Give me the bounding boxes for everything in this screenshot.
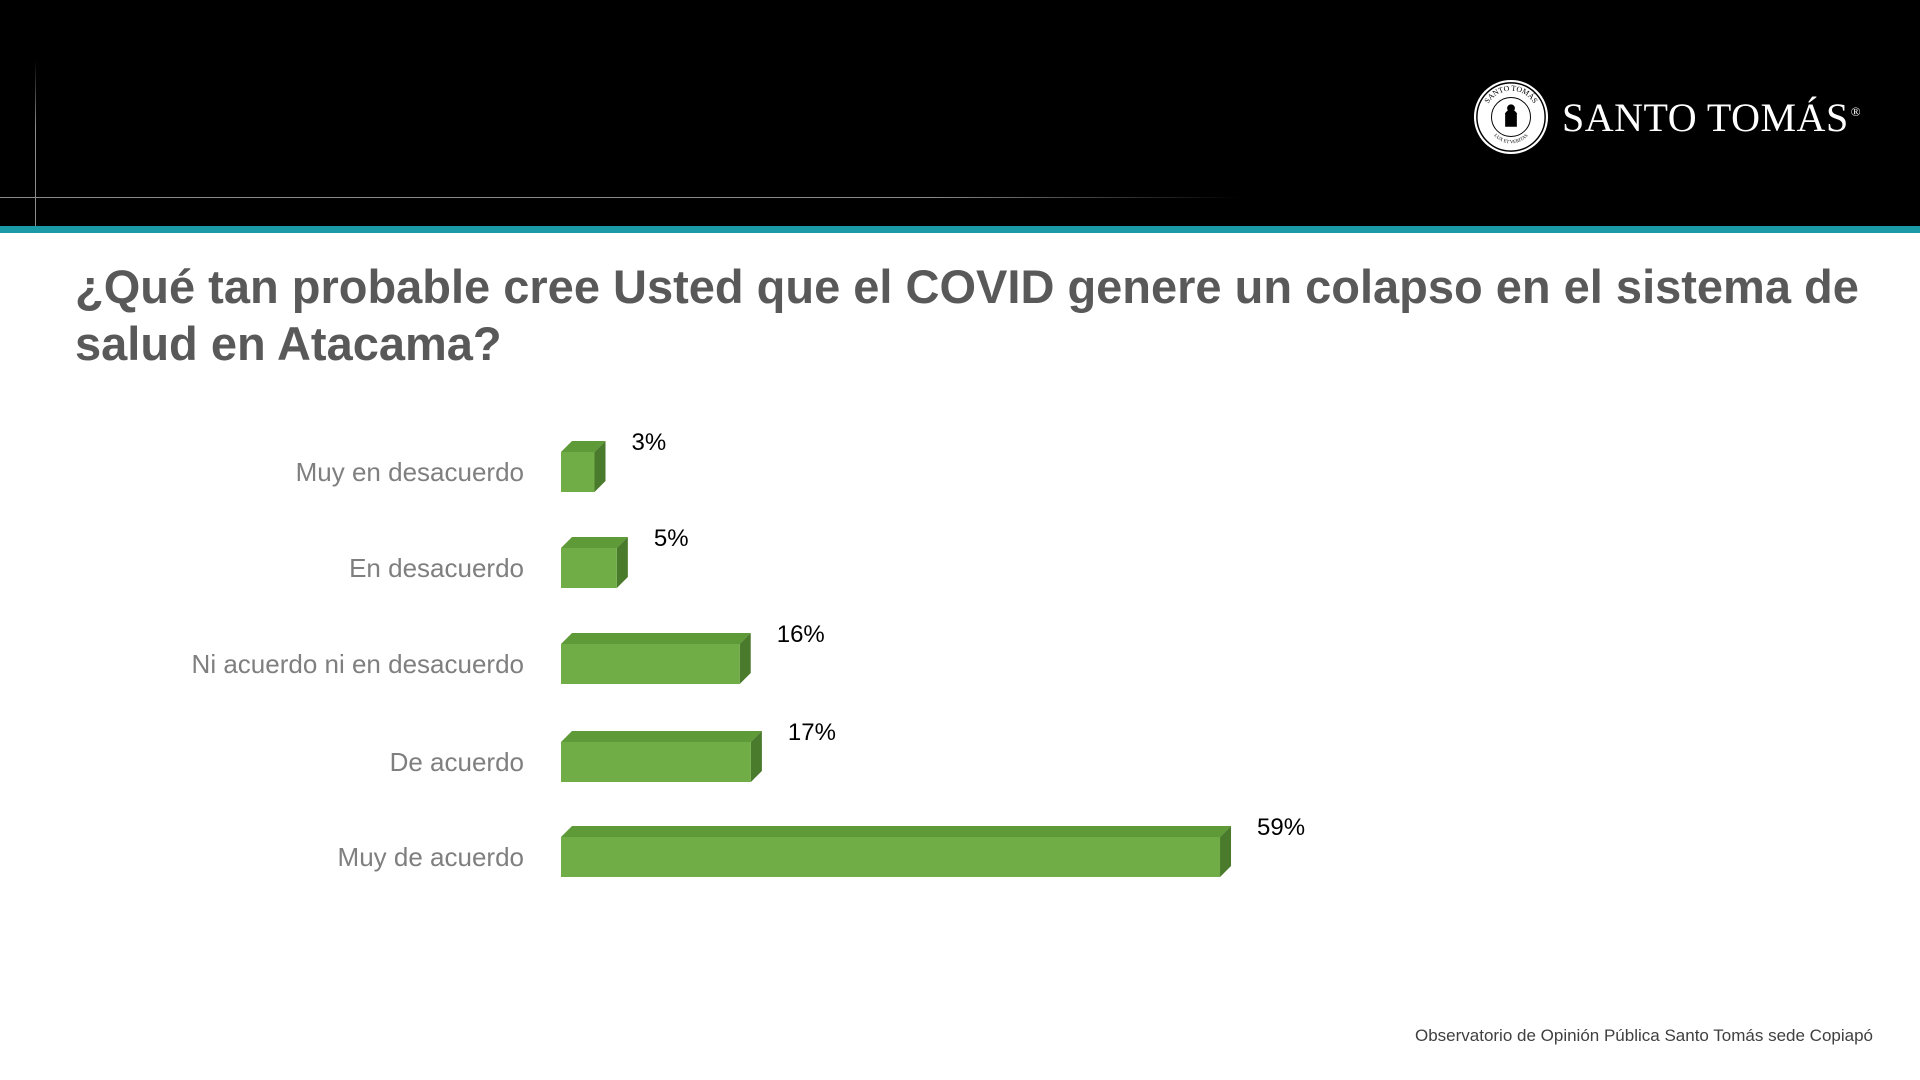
data-label: 16% xyxy=(777,621,825,648)
logo-name: SANTO TOMÁS xyxy=(1562,94,1849,140)
category-label: De acuerdo xyxy=(390,747,524,777)
data-label: 17% xyxy=(788,719,836,746)
bar-top-face xyxy=(561,826,1232,837)
header-band xyxy=(0,0,1920,226)
bar xyxy=(561,441,606,492)
bar-front-face xyxy=(561,837,1221,877)
registered-mark: ® xyxy=(1850,104,1862,120)
bar xyxy=(561,537,628,588)
category-label: Muy de acuerdo xyxy=(338,842,524,872)
bar-front-face xyxy=(561,742,751,782)
bar-front-face xyxy=(561,644,740,684)
bar-top-face xyxy=(561,441,606,452)
bar xyxy=(561,826,1232,877)
data-label: 59% xyxy=(1257,814,1305,841)
bar-top-face xyxy=(561,537,628,548)
bar-top-face xyxy=(561,731,762,742)
data-label: 3% xyxy=(632,429,667,456)
bar-side-face xyxy=(750,731,762,782)
bar-side-face xyxy=(1220,826,1232,877)
bar-front-face xyxy=(561,452,595,492)
category-label: Ni acuerdo ni en desacuerdo xyxy=(192,649,524,679)
category-label: En desacuerdo xyxy=(349,553,524,583)
bar-top-face xyxy=(561,633,751,644)
bar xyxy=(561,731,762,782)
header-vertical-line xyxy=(35,60,36,226)
bar-side-face xyxy=(739,633,751,684)
page-title: ¿Qué tan probable cree Usted que el COVI… xyxy=(75,260,1859,370)
brand-logo: SANTO TOMÁS LUX ET VERITAS SANTO TOMÁS ® xyxy=(1472,78,1861,156)
logo-wordmark: SANTO TOMÁS ® xyxy=(1562,94,1861,141)
bar xyxy=(561,633,751,684)
footer-source: Observatorio de Opinión Pública Santo To… xyxy=(1414,1026,1873,1045)
bar-side-face xyxy=(616,537,628,588)
bar-front-face xyxy=(561,548,617,588)
bar-side-face xyxy=(594,441,606,492)
accent-stripe xyxy=(0,226,1920,233)
university-seal-icon: SANTO TOMÁS LUX ET VERITAS xyxy=(1473,79,1549,155)
header-divider-line xyxy=(0,197,1240,198)
data-label: 5% xyxy=(654,525,689,552)
category-label: Muy en desacuerdo xyxy=(296,457,524,487)
bar-chart: Muy en desacuerdo 3% En desacuerdo 5% Ni acu… xyxy=(192,429,1305,877)
